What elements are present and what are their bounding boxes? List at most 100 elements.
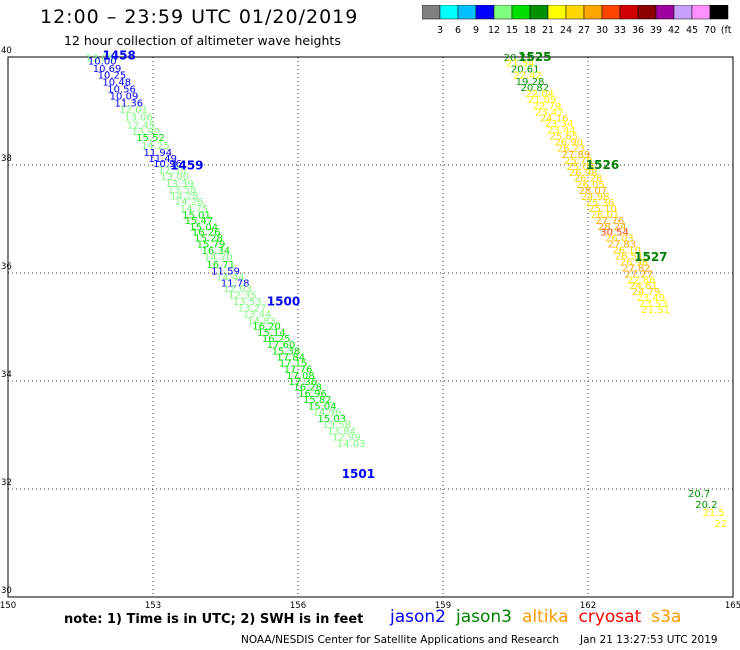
legend-jason2: jason2 [390, 607, 446, 627]
data-point-jason2: 15.52 [136, 133, 165, 144]
data-point-jason2: 13.53 [233, 297, 262, 308]
data-point-jason2: 16.25 [262, 334, 291, 345]
legend-jason3: jason3 [456, 607, 512, 627]
page-subtitle: 12 hour collection of altimeter wave hei… [64, 33, 341, 48]
colorbar-label: 24 [560, 25, 572, 36]
colorbar-label: 9 [473, 25, 479, 36]
y-tick-label: 30 [1, 586, 12, 596]
data-point-jason2: 14.70 [204, 253, 233, 264]
x-tick-label: 153 [145, 601, 161, 611]
data-point-jason2: 10.56 [107, 85, 136, 96]
legend-s3a: s3a [651, 607, 682, 627]
data-point-jason3: 28.24 [598, 222, 627, 233]
y-tick-label: 38 [1, 154, 12, 164]
data-point-jason3: 26.90 [554, 138, 583, 149]
pass-time-label: 1526 [586, 158, 619, 172]
data-point-jason2: 17.15 [279, 358, 308, 369]
data-point-jason3: 24.79 [632, 287, 661, 298]
x-tick-label: 165 [725, 601, 740, 611]
data-point-jason3: 26.01 [591, 210, 620, 221]
footnote: note: 1) Time is in UTC; 2) SWH is in fe… [64, 612, 364, 627]
data-point-jason2: 17.36 [289, 377, 318, 388]
data-point-jason3: 24.61 [629, 281, 658, 292]
data-point-jason3: 25.05 [566, 162, 595, 173]
data-point-jason3: 22.86 [627, 275, 656, 286]
data-point-jason3: 25.65 [550, 132, 579, 143]
colorbar-label: 15 [506, 25, 518, 36]
data-point-jason2: 15.79 [197, 240, 226, 251]
data-point-jason2: 13.27 [238, 303, 267, 314]
data-point-jason3: 23.44 [547, 126, 576, 137]
data-point-jason3: 23.53 [639, 299, 668, 310]
data-point-jason2: 11.36 [115, 99, 144, 110]
data-point-jason3: 22.79 [533, 101, 562, 112]
data-point-jason2: 13.58 [322, 420, 351, 431]
data-point-jason2: 15.47 [185, 216, 214, 227]
data-point-jason2: 14.83 [247, 316, 276, 327]
data-point-jason2: 16.20 [252, 322, 281, 333]
data-point-jason2: 13.84 [327, 426, 356, 437]
colorbar-swatch [709, 5, 729, 20]
data-point-jason3: 26.98 [620, 257, 649, 268]
data-point-jason2: 15.04 [189, 222, 218, 233]
data-point-jason2: 14.75 [180, 204, 209, 215]
data-point-jason2: 12.03 [223, 284, 252, 295]
data-point-jason2: 14.26 [175, 197, 204, 208]
data-point-jason2: 13.90 [131, 127, 160, 138]
data-point-jason3: 25.10 [588, 204, 617, 215]
data-point-jason2: 17.08 [286, 371, 315, 382]
data-point-jason3: 23.49 [637, 293, 666, 304]
data-point-jason3: 25.36 [586, 198, 615, 209]
pass-time-label: 1525 [518, 50, 551, 64]
colorbar-label: 42 [668, 25, 680, 36]
pass-time-label: 1459 [170, 158, 203, 172]
data-point-jason2: 13.58 [168, 185, 197, 196]
data-point-jason3: 26.51 [615, 252, 644, 263]
data-point-jason3: 21.51 [641, 305, 670, 316]
data-point-jason2: 15.01 [182, 210, 211, 221]
pass-time-label: 1458 [102, 49, 135, 63]
data-point-jason2: 17.60 [267, 340, 296, 351]
credit-line: NOAA/NESDIS Center for Satellite Applica… [241, 634, 559, 646]
data-point-jason2: 12.45 [127, 120, 156, 131]
data-point-jason3: 23.34 [545, 119, 574, 130]
data-point-jason3: 22.42 [513, 71, 542, 82]
data-point-jason2: 15.04 [308, 402, 337, 413]
data-point-jason3: 21.5 [703, 508, 725, 519]
data-point-jason3: 25.78 [564, 156, 593, 167]
data-point-jason3: 22 [715, 519, 728, 530]
data-point-jason2: 16.96 [298, 389, 327, 400]
colorbar-label: 27 [578, 25, 590, 36]
data-point-jason2: 15.14 [257, 328, 286, 339]
pass-time-label: 1501 [342, 467, 375, 481]
data-point-jason2: 10.25 [98, 71, 127, 82]
y-tick-label: 32 [1, 478, 12, 488]
data-point-jason3: 27.76 [595, 216, 624, 227]
colorbar-label: 6 [455, 25, 461, 36]
colorbar-label: 18 [524, 25, 536, 36]
data-point-jason3: 26.05 [576, 180, 605, 191]
data-point-jason3: 27.83 [608, 240, 637, 251]
data-point-jason2: 16.26 [192, 228, 221, 239]
data-point-jason2: 10.96 [153, 159, 182, 170]
data-point-jason2: 14.03 [337, 439, 366, 450]
colorbar-label: 70 [704, 25, 716, 36]
data-point-jason2: 13.00 [160, 172, 189, 183]
pass-time-label: 1500 [267, 294, 300, 308]
data-point-jason2: 10.69 [93, 64, 122, 75]
x-tick-label: 162 [580, 601, 596, 611]
y-tick-label: 34 [1, 370, 12, 380]
data-point-jason2: 11.78 [221, 279, 250, 290]
x-tick-label: 156 [290, 601, 306, 611]
data-point-jason3: 30.54 [600, 228, 629, 239]
data-point-jason2: 10.48 [102, 78, 131, 89]
data-point-jason3: 22.04 [525, 89, 554, 100]
data-point-jason2: 16.28 [293, 383, 322, 394]
colorbar-label: 12 [488, 25, 500, 36]
data-point-jason2: 15.38 [272, 347, 301, 358]
data-point-jason3: 20.71 [504, 53, 533, 64]
generated-timestamp: Jan 21 13:27:53 UTC 2019 [580, 634, 718, 646]
data-point-jason2: 13.44 [243, 309, 272, 320]
